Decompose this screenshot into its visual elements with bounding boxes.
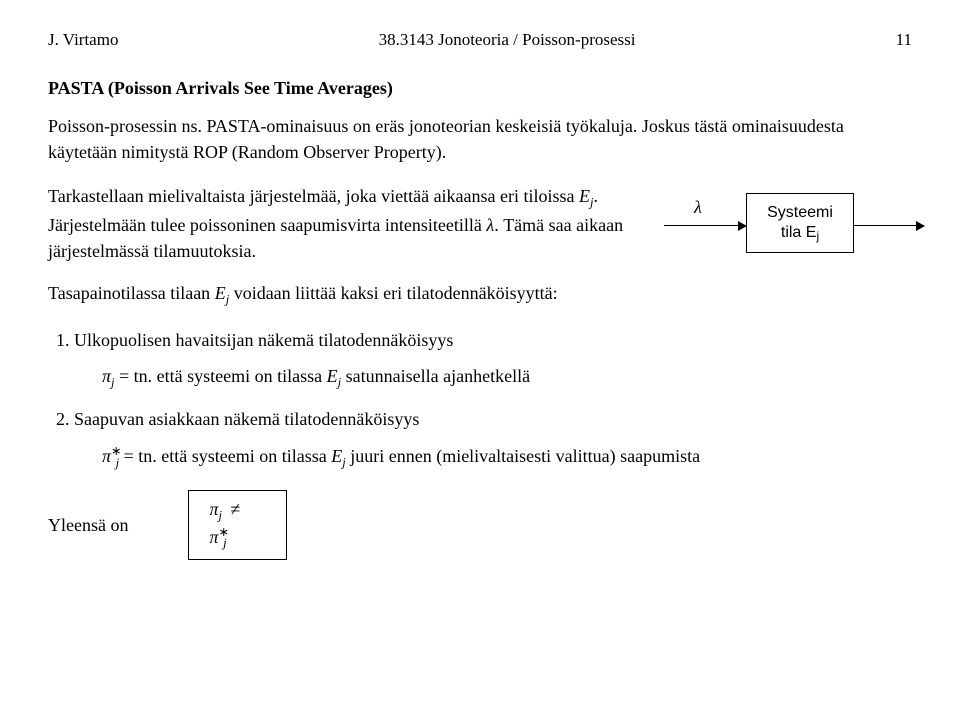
arrow-left — [664, 225, 746, 226]
header-page-number: 11 — [896, 30, 912, 50]
eq1-txt: = tn. että systeemi on tilassa — [115, 366, 327, 386]
footer-pi: π — [209, 499, 218, 519]
item2-equation: π∗j = tn. että systeemi on tilassa Ej ju… — [102, 442, 912, 472]
math-E: E — [579, 186, 590, 206]
arrow-right — [854, 225, 924, 226]
item1-equation: πj = tn. että systeemi on tilassa Ej sat… — [102, 363, 912, 392]
footer-label: Yleensä on — [48, 515, 128, 536]
diagram-box-line2: tila Ej — [781, 223, 819, 243]
list-item-2: Saapuvan asiakkaan näkemä tilatodennäköi… — [74, 406, 912, 472]
description-with-diagram: Tarkastellaan mielivaltaista järjestelmä… — [48, 183, 912, 264]
probability-list: Ulkopuolisen havaitsijan näkemä tilatode… — [48, 327, 912, 472]
eq1-tail: satunnaisella ajanhetkellä — [341, 366, 530, 386]
desc-line-period: . — [594, 186, 599, 206]
system-diagram: λ Systeemi tila Ej — [682, 189, 912, 261]
desc-line-1: Tarkastellaan mielivaltaista järjestelmä… — [48, 186, 579, 206]
footer-pistar: π — [209, 527, 218, 547]
footer-pi-sub: j — [219, 509, 223, 523]
desc-line-2a: Järjestelmään tulee poissoninen saapumis… — [48, 215, 486, 235]
diagram-box: Systeemi tila Ej — [746, 193, 854, 253]
eq2-txt: = tn. että systeemi on tilassa — [119, 446, 331, 466]
item1-text: Ulkopuolisen havaitsijan näkemä tilatode… — [74, 330, 453, 350]
list-item-1: Ulkopuolisen havaitsijan näkemä tilatode… — [74, 327, 912, 392]
eq2-E: E — [331, 446, 342, 466]
diagram-box-line1: Systeemi — [767, 203, 833, 222]
eq2-tail: juuri ennen (mielivaltaisesti valittua) … — [346, 446, 700, 466]
eq-para-b: voidaan liittää kaksi eri tilatodennäköi… — [229, 283, 557, 303]
header-course: 38.3143 Jonoteoria / Poisson-prosessi — [379, 30, 636, 50]
diagram-lambda-label: λ — [694, 197, 702, 218]
footer-statement: Yleensä on πj ≠ π∗j — [48, 490, 912, 560]
diagram-box-sub: j — [816, 229, 819, 243]
footer-box: πj ≠ π∗j — [188, 490, 287, 560]
neq-symbol: ≠ — [227, 499, 245, 519]
footer-pistar-sub: j — [223, 536, 227, 550]
equilibrium-paragraph: Tasapainotilassa tilaan Ej voidaan liitt… — [48, 280, 912, 309]
page-title: PASTA (Poisson Arrivals See Time Average… — [48, 78, 912, 99]
page-header: J. Virtamo 38.3143 Jonoteoria / Poisson-… — [48, 30, 912, 50]
eq-para-a: Tasapainotilassa tilaan — [48, 283, 215, 303]
intro-paragraph: Poisson-prosessin ns. PASTA-ominaisuus o… — [48, 113, 912, 165]
header-author: J. Virtamo — [48, 30, 118, 50]
pi-2: π — [102, 446, 111, 466]
diagram-box-label: tila E — [781, 224, 817, 241]
math-E-2: E — [215, 283, 226, 303]
description-text: Tarkastellaan mielivaltaista järjestelmä… — [48, 183, 652, 264]
pi-1: π — [102, 366, 111, 386]
eq1-E: E — [327, 366, 338, 386]
item2-text: Saapuvan asiakkaan näkemä tilatodennäköi… — [74, 409, 419, 429]
